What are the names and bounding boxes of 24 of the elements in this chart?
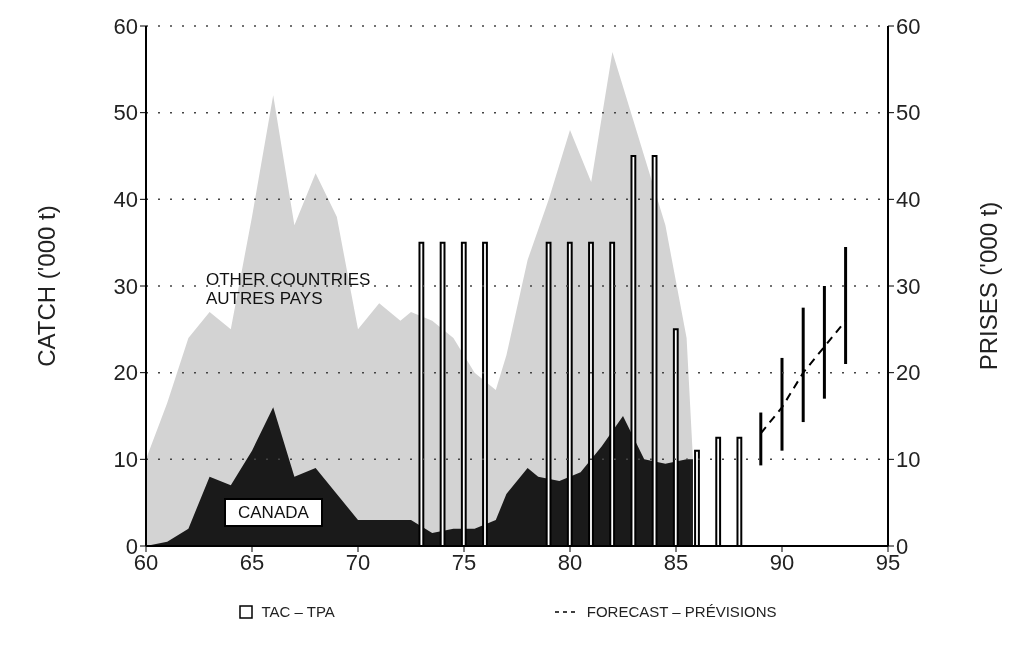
y-tick-label: 60 [113,13,138,39]
y-tick-label: 40 [113,187,138,213]
y2-tick-label: 60 [896,13,921,39]
x-tick-label: 65 [239,549,265,575]
y-axis-title: CATCH ('000 t) [32,205,60,367]
y2-tick-label: 30 [896,273,921,299]
x-tick-label: 75 [451,549,477,575]
x-tick-label: 80 [557,549,583,575]
y-tick-label: 30 [113,273,138,299]
y2-tick-label: 40 [896,187,921,213]
series-label: CANADA [224,498,323,527]
y-tick-label: 20 [113,360,138,386]
x-tick-label: 70 [345,549,371,575]
x-tick-label: 85 [663,549,689,575]
legend-label: TAC – TPA [261,603,335,620]
y2-tick-label: 50 [896,100,921,126]
y-tick-label: 50 [113,100,138,126]
y2-axis-title: PRISES ('000 t) [974,201,1002,371]
legend-label: FORECAST – PRÉVISIONS [586,603,777,620]
y2-tick-label: 20 [896,360,921,386]
y-tick-label: 10 [113,447,138,473]
x-tick-label: 90 [769,549,795,575]
series-label: OTHER COUNTRIES AUTRES PAYS [206,270,371,308]
y2-tick-label: 10 [896,447,921,473]
